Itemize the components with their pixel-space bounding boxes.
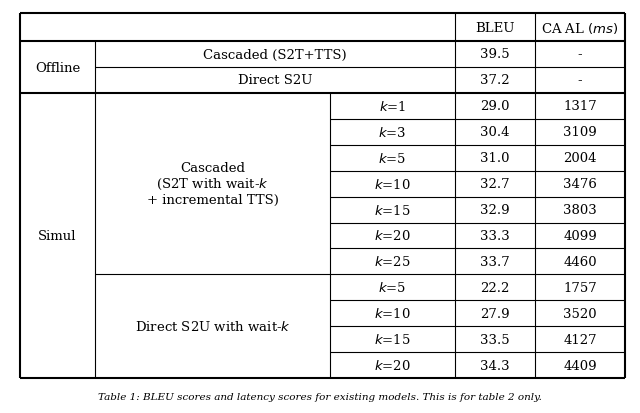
Text: Table 1: BLEU scores and latency scores for existing models. This is for table 2: Table 1: BLEU scores and latency scores …: [98, 392, 542, 401]
Text: 31.0: 31.0: [480, 152, 509, 165]
Text: $k$=15: $k$=15: [374, 332, 411, 346]
Text: -: -: [578, 74, 582, 87]
Text: $k$=3: $k$=3: [378, 126, 406, 140]
Text: 27.9: 27.9: [480, 307, 510, 320]
Text: $k$=20: $k$=20: [374, 229, 411, 243]
Text: Direct S2U with wait-$k$: Direct S2U with wait-$k$: [134, 319, 291, 333]
Text: $k$=15: $k$=15: [374, 203, 411, 217]
Text: Cascaded
(S2T with wait-$k$
+ incremental TTS): Cascaded (S2T with wait-$k$ + incrementa…: [147, 161, 278, 207]
Text: $k$=1: $k$=1: [379, 100, 406, 114]
Text: 29.0: 29.0: [480, 100, 509, 113]
Text: BLEU: BLEU: [476, 21, 515, 34]
Text: 37.2: 37.2: [480, 74, 510, 87]
Text: Simul: Simul: [38, 230, 77, 242]
Text: $k$=5: $k$=5: [378, 152, 406, 165]
Text: 32.9: 32.9: [480, 204, 510, 216]
Text: 3109: 3109: [563, 126, 597, 139]
Text: 1317: 1317: [563, 100, 597, 113]
Text: 4460: 4460: [563, 255, 597, 268]
Text: CA AL $(ms)$: CA AL $(ms)$: [541, 21, 619, 36]
Text: 3520: 3520: [563, 307, 597, 320]
Text: $k$=10: $k$=10: [374, 306, 411, 320]
Text: 33.5: 33.5: [480, 333, 510, 346]
Text: 39.5: 39.5: [480, 48, 510, 62]
Text: 33.3: 33.3: [480, 230, 510, 242]
Text: 32.7: 32.7: [480, 178, 510, 191]
Text: Direct S2U: Direct S2U: [237, 74, 312, 87]
Text: 34.3: 34.3: [480, 358, 510, 372]
Text: 4127: 4127: [563, 333, 597, 346]
Text: 4099: 4099: [563, 230, 597, 242]
Text: 3803: 3803: [563, 204, 597, 216]
Text: -: -: [578, 48, 582, 62]
Text: Offline: Offline: [35, 62, 80, 74]
Text: $k$=25: $k$=25: [374, 255, 411, 269]
Text: $k$=10: $k$=10: [374, 177, 411, 191]
Text: 33.7: 33.7: [480, 255, 510, 268]
Text: 2004: 2004: [563, 152, 596, 165]
Text: $k$=5: $k$=5: [378, 281, 406, 294]
Text: 3476: 3476: [563, 178, 597, 191]
Text: 4409: 4409: [563, 358, 597, 372]
Text: 30.4: 30.4: [480, 126, 509, 139]
Text: 1757: 1757: [563, 281, 597, 294]
Text: Cascaded (S2T+TTS): Cascaded (S2T+TTS): [203, 48, 347, 62]
Text: $k$=20: $k$=20: [374, 358, 411, 372]
Text: 22.2: 22.2: [480, 281, 509, 294]
